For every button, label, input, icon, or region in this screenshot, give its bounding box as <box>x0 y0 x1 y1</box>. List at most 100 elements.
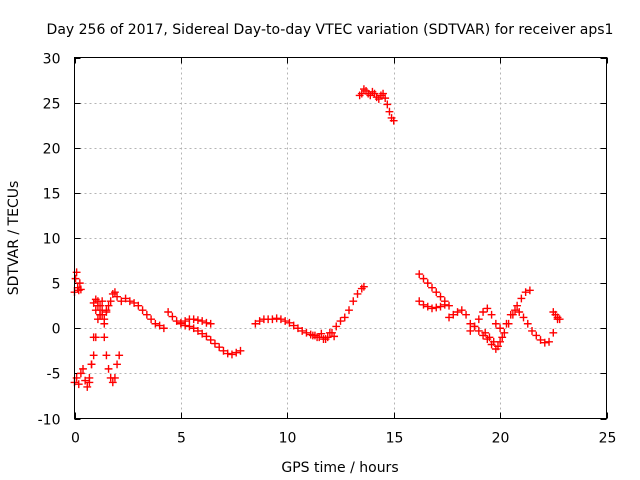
data-point <box>277 315 285 324</box>
data-point <box>89 351 98 360</box>
data-point <box>445 301 453 310</box>
data-point <box>321 335 330 343</box>
data-point <box>71 274 80 283</box>
data-point <box>313 333 321 342</box>
data-point <box>111 373 119 382</box>
data-point <box>106 297 115 306</box>
data-point <box>87 360 96 369</box>
data-point <box>100 315 109 324</box>
data-point <box>91 295 100 304</box>
chart-title: Day 256 of 2017, Sidereal Day-to-day VTE… <box>47 22 614 38</box>
data-point <box>340 313 349 322</box>
series-arc-7 <box>251 282 368 343</box>
data-point <box>389 116 398 125</box>
data-point <box>96 310 104 319</box>
data-point <box>189 324 198 333</box>
data-point <box>215 343 224 352</box>
series-arc-12 <box>445 286 534 353</box>
series-arc-5 <box>164 308 245 359</box>
data-point <box>532 331 541 340</box>
data-point <box>177 318 185 327</box>
data-point <box>79 364 87 373</box>
y-axis-label: SDTVAR / TECUs <box>6 181 22 296</box>
data-point <box>498 333 507 342</box>
plot-frame <box>74 57 607 419</box>
data-point <box>453 308 462 316</box>
data-point <box>168 312 177 321</box>
data-point <box>206 319 215 328</box>
data-point <box>432 288 441 297</box>
data-point <box>330 332 339 341</box>
data-point <box>491 319 500 328</box>
data-point <box>381 94 390 103</box>
y-tick-label: 10 <box>43 232 61 248</box>
series-arc-9 <box>355 85 398 125</box>
data-point <box>91 306 100 315</box>
series-arc-3 <box>85 288 168 387</box>
x-tick-label: 20 <box>492 431 510 447</box>
data-point <box>202 318 211 327</box>
data-point <box>111 288 119 297</box>
data-point <box>415 270 424 278</box>
data-point <box>357 89 366 98</box>
data-point <box>285 318 294 327</box>
data-point <box>487 310 496 319</box>
y-tick-label: -10 <box>38 413 61 429</box>
y-tick-label: 0 <box>52 322 61 338</box>
data-point <box>462 310 470 319</box>
data-point <box>268 315 277 324</box>
data-point <box>423 302 432 311</box>
x-tick-label: 10 <box>279 431 297 447</box>
data-point <box>449 310 458 319</box>
data-point <box>194 316 202 325</box>
data-point <box>517 294 526 303</box>
x-tick-label: 5 <box>177 431 186 447</box>
data-point <box>159 324 168 333</box>
data-point <box>466 327 475 335</box>
data-point <box>94 315 102 324</box>
data-point <box>308 331 317 340</box>
series-arc-4 <box>89 295 111 324</box>
data-point <box>549 328 558 337</box>
data-point <box>521 288 530 297</box>
data-point <box>100 333 109 342</box>
data-point <box>479 308 487 316</box>
data-point <box>130 299 138 307</box>
data-point <box>415 297 424 306</box>
data-point <box>251 319 260 328</box>
data-point <box>428 283 436 292</box>
data-point <box>294 324 302 333</box>
data-point <box>172 317 181 325</box>
y-tick-label: 25 <box>43 97 61 113</box>
data-point <box>325 328 334 337</box>
data-point <box>142 310 151 319</box>
data-point <box>500 328 509 337</box>
data-point <box>164 308 173 316</box>
data-point <box>519 313 528 322</box>
data-point <box>436 292 445 301</box>
y-tick-label: -5 <box>47 367 61 383</box>
data-point <box>206 336 215 344</box>
data-point <box>236 346 245 355</box>
data-point <box>115 351 124 360</box>
data-point <box>536 336 545 344</box>
data-point <box>332 322 341 331</box>
x-tick-label: 0 <box>71 431 80 447</box>
data-point <box>108 378 117 387</box>
data-point <box>528 327 536 335</box>
data-point <box>466 319 475 328</box>
y-tick-label: 20 <box>43 142 61 158</box>
data-point <box>545 337 553 346</box>
data-point <box>289 321 298 330</box>
data-point <box>385 107 394 116</box>
series-arc-8 <box>308 328 339 343</box>
x-axis-label: GPS time / hours <box>281 460 398 476</box>
data-point <box>83 383 92 391</box>
data-point <box>483 304 492 313</box>
data-point <box>470 322 479 331</box>
y-tick-label: 5 <box>52 277 61 293</box>
data-point <box>345 306 353 315</box>
x-tick-label: 15 <box>386 431 404 447</box>
data-point <box>432 303 441 312</box>
